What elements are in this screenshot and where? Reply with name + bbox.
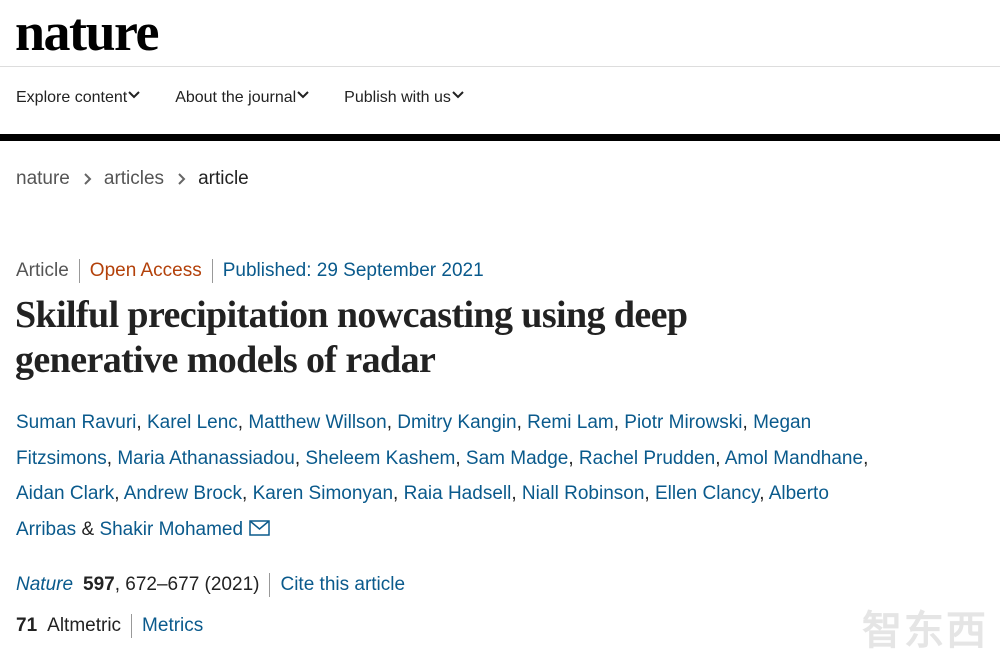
breadcrumb-item[interactable]: articles bbox=[103, 168, 165, 189]
chevron bbox=[128, 91, 140, 99]
metrics: 71 Altmetric Metrics bbox=[16, 614, 203, 638]
separator: , bbox=[759, 483, 765, 504]
author[interactable]: Aidan Clark bbox=[16, 483, 115, 504]
open-access[interactable]: Open Access bbox=[78, 259, 212, 283]
nav: Explore content About the journal Publish … bbox=[16, 88, 465, 107]
email-icon[interactable] bbox=[249, 519, 271, 536]
breadcrumb: nature articles article bbox=[16, 168, 249, 190]
separator: , bbox=[237, 412, 244, 433]
separator: , bbox=[106, 447, 113, 469]
author[interactable]: Amol Mandhane bbox=[724, 447, 864, 469]
author[interactable]: Niall Robinson bbox=[521, 483, 645, 504]
nav-bar-border bbox=[0, 134, 1000, 141]
separator: , bbox=[863, 447, 869, 469]
article-type: Article bbox=[16, 260, 69, 281]
author[interactable]: Maria Athanassiadou bbox=[117, 447, 295, 469]
chevron bbox=[452, 91, 464, 99]
article-meta: Article Open Access Published: 29 Septem… bbox=[16, 259, 494, 283]
separator: & bbox=[81, 518, 95, 540]
author[interactable]: Piotr Mirowski bbox=[624, 412, 743, 433]
separator: , bbox=[242, 483, 248, 504]
separator: , bbox=[511, 483, 517, 504]
nav-label: About the journal bbox=[175, 89, 297, 106]
author[interactable]: Raia Hadsell bbox=[403, 483, 512, 504]
published-date: Published: 29 September 2021 bbox=[211, 259, 494, 283]
breadcrumb-item[interactable]: nature bbox=[16, 168, 70, 189]
altmetric-score: 71 bbox=[16, 615, 38, 636]
article-title: Skilful precipitation nowcasting using d… bbox=[15, 294, 688, 381]
separator: , bbox=[568, 447, 574, 469]
author[interactable]: Rachel Prudden bbox=[578, 447, 716, 469]
logo[interactable]: nature bbox=[15, 2, 160, 62]
separator: , bbox=[644, 483, 650, 504]
author[interactable]: Suman Ravuri bbox=[16, 412, 137, 433]
author[interactable]: Matthew Willson bbox=[248, 412, 387, 433]
author[interactable]: Sam Madge bbox=[465, 447, 569, 469]
metrics-link[interactable]: Metrics bbox=[131, 614, 203, 638]
separator: , bbox=[386, 412, 392, 433]
separator: , bbox=[715, 447, 721, 469]
author[interactable]: Shakir Mohamed bbox=[99, 518, 244, 540]
separator: , bbox=[613, 412, 619, 433]
journal[interactable]: Nature bbox=[16, 574, 74, 595]
watermark: 智东西 bbox=[862, 609, 988, 653]
nav-item[interactable]: Explore content bbox=[16, 88, 141, 107]
citation: Nature 597 , 672–677 (2021) Cite this ar… bbox=[16, 573, 405, 597]
separator: , bbox=[742, 412, 748, 433]
author[interactable]: Sheleem Kashem bbox=[305, 447, 456, 469]
chevron bbox=[178, 173, 186, 185]
nav-item[interactable]: About the journal bbox=[175, 88, 310, 107]
author-list: Suman Ravuri, Karel Lenc, Matthew Willso… bbox=[16, 405, 886, 547]
cite-link[interactable]: Cite this article bbox=[269, 573, 405, 597]
breadcrumb-item: article bbox=[198, 168, 249, 189]
nav-label: Publish with us bbox=[344, 89, 451, 106]
divider bbox=[0, 66, 1000, 67]
chevron bbox=[84, 173, 92, 185]
altmetric-label: Altmetric bbox=[47, 615, 122, 636]
separator: , bbox=[136, 412, 142, 433]
separator: , bbox=[516, 412, 522, 433]
separator: , bbox=[114, 483, 120, 504]
chevron bbox=[297, 91, 309, 99]
pages: , 672–677 (2021) bbox=[114, 574, 260, 595]
nav-label: Explore content bbox=[16, 89, 128, 106]
author[interactable]: Karen Simonyan bbox=[252, 483, 394, 504]
author[interactable]: Megan Fitzsimons bbox=[16, 412, 812, 469]
nav-item[interactable]: Publish with us bbox=[344, 88, 465, 107]
volume: 597 bbox=[83, 574, 115, 595]
author[interactable]: Alberto Arribas bbox=[16, 483, 829, 540]
author[interactable]: Dmitry Kangin bbox=[397, 412, 517, 433]
separator: , bbox=[294, 447, 301, 469]
author[interactable]: Karel Lenc bbox=[146, 412, 238, 433]
author[interactable]: Ellen Clancy bbox=[654, 483, 760, 504]
author[interactable]: Remi Lam bbox=[527, 412, 614, 433]
separator: , bbox=[455, 447, 461, 469]
separator: , bbox=[393, 483, 399, 504]
author[interactable]: Andrew Brock bbox=[123, 483, 243, 504]
